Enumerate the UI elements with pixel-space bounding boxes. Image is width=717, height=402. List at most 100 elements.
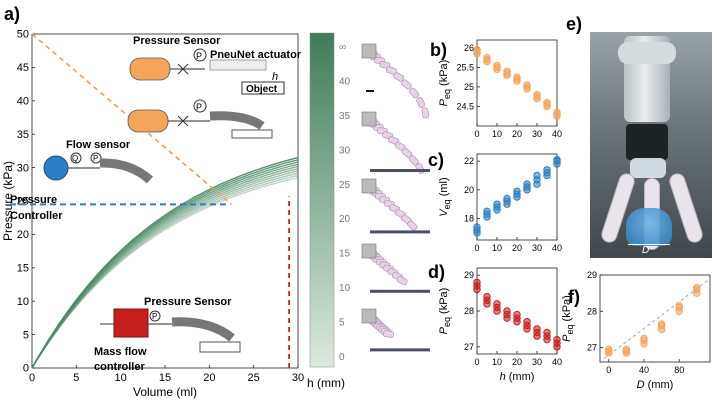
chart-d-xtick-label: 20 [512,357,522,367]
label-pneunet: PneuNet actuator [210,49,302,61]
chart-a-series-line [31,165,299,369]
actuator-segment [401,79,412,90]
chart-b-ytick-label: 24.5 [456,101,474,111]
chart-a-ylabel: Pressure (kPa) [1,161,15,241]
actuator-ground-plate [370,169,430,172]
chart-d-point [483,300,491,308]
photo-d-label: D [642,245,650,256]
actuator-mount [361,243,377,259]
chart-d-point [503,314,511,322]
chart-a-series-line [31,161,299,369]
chart-c-point [553,156,561,164]
panel-a-letter: a) [4,4,20,24]
chart-a-series-line [31,159,299,369]
flow-sensor-icon [70,152,82,164]
chart-a-series-line [31,163,299,369]
chart-f-point [622,345,631,354]
chart-a-ytick-label: 45 [17,62,29,74]
chart-c-point [533,171,541,180]
colorbar-tick-label: 5 [339,318,345,329]
actuator-segment [421,107,430,119]
actuator-scale-bar [366,90,374,92]
label-flow-sensor: Flow sensor [66,139,131,151]
chart-d-xlabel: h (mm) [500,371,535,383]
chart-a-xtick-label: 5 [73,372,79,384]
chart-b-point [523,85,531,93]
colorbar-tick-label: 40 [339,76,351,87]
colorbar-ticks: ∞ 40 35 30 25 20 15 10 5 0 [339,42,351,363]
chart-f-xtick-label: 0 [606,365,611,375]
chart-b-point [513,77,521,85]
chart-f-point [675,302,683,310]
schematic-second: P [127,99,273,139]
chart-c-point [493,200,501,208]
object-massflow [199,341,241,353]
colorbar-tick-label: 30 [339,145,351,156]
chart-d-ytick-label: 29 [464,270,474,280]
actuator-illustrations [361,43,430,352]
flow-controller-icon [43,155,69,181]
label-mass-flow-1: Mass flow [94,346,147,358]
chart-f-axes-frame [599,274,711,363]
actuator-segment [407,220,418,231]
chart-b-point [473,49,481,58]
actuator-ground-plate [370,348,430,352]
schematic-flow: Flow sensor Q P Pressure Controller [10,139,154,222]
label-pressure-controller-2: Controller [10,210,63,222]
chart-a-ytick-label: 40 [17,95,29,107]
chart-a-orange-dashed-line [31,33,233,205]
actuator-mount [361,178,377,194]
chart-c: 0 10 20 30 40 18 20 22 Veq (ml) [438,153,562,253]
photo-gripper-hub [630,158,666,178]
chart-a-ytick-label: 30 [17,162,29,174]
photo-arm-cap [618,42,676,64]
chart-d: 0 10 20 30 40 27 28 29 Peq (kPa) h (mm) [438,267,562,383]
chart-d-point [513,318,521,326]
object-box [241,81,285,95]
schematic-top: Pressure Sensor P PneuNet actuator h Obj… [129,35,302,95]
panel-f-letter: f) [568,287,580,307]
valve-icon-2 [177,115,189,127]
chart-f-xtick-label: 80 [674,365,684,375]
colorbar-tick-label: 0 [339,352,345,363]
chart-d-ytick-label: 28 [464,306,474,316]
chart-a-ytick-label: 10 [17,296,29,308]
chart-f-point [693,283,701,292]
chart-b-point [543,102,551,111]
actuator-segment [416,97,426,108]
chart-b-xtick-label: 20 [512,129,522,139]
chart-a-ytick-label: 15 [17,262,29,274]
chart-a-ytick-label: 5 [23,329,29,341]
chart-f: 0 40 80 27 28 29 Peq (kPa) D (mm) [561,270,711,391]
chart-f-ytick-label: 28 [587,306,597,316]
chart-a-xtick-label: 15 [159,372,171,384]
chart-a-ytick-label: 20 [17,229,29,241]
chart-f-xlabel: D (mm) [637,379,674,391]
chart-c-xtick-label: 40 [552,243,562,253]
chart-d-xtick-label: 10 [492,357,502,367]
label-pressure-sensor-bottom: Pressure Sensor [144,296,232,308]
photo-dimension-line [628,244,670,245]
chart-c-xtick-label: 10 [492,243,502,253]
actuator-second [209,111,265,130]
label-p-flow: P [93,154,98,163]
panel-e-letter: e) [566,14,582,34]
chart-c-point [513,187,521,195]
chart-a-xtick-label: 0 [29,372,35,384]
chart-c-xtick-label: 20 [512,243,522,253]
colorbar-tick-label: 10 [339,283,351,294]
actuator-mount [361,43,377,59]
chart-c-point [473,223,481,231]
chart-b-point [503,71,511,79]
chart-b-xtick-label: 10 [492,129,502,139]
actuator-top [209,59,267,71]
chart-d-point [553,343,561,351]
chart-b-ytick-label: 25 [464,82,474,92]
chart-a-xtick-label: 25 [248,372,260,384]
label-mass-flow-2: controller [94,361,145,373]
chart-a-ytick-label: 35 [17,129,29,141]
photo-object [626,208,672,246]
object-second [231,129,273,139]
chart-a-ytick-label: 50 [17,29,29,41]
label-p-second: P [196,102,202,112]
